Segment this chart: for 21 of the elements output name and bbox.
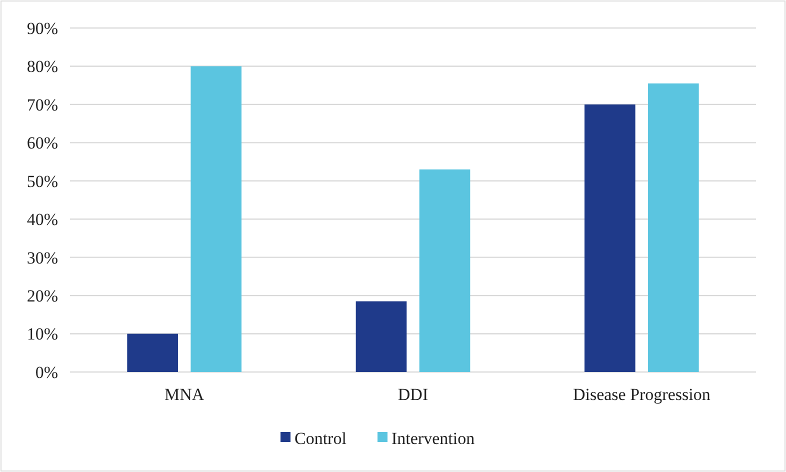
bar [127,334,178,372]
bar [190,66,242,372]
y-tick-label: 30% [26,248,58,268]
x-tick-label: MNA [164,385,205,404]
bar [648,83,699,372]
legend-label: Intervention [392,428,476,448]
legend-label: Control [294,428,347,448]
bar [356,301,407,372]
bar [584,104,636,372]
y-tick-label: 80% [26,57,58,76]
y-tick-label: 70% [26,95,58,114]
y-tick-label: 10% [26,324,58,344]
y-tick-label: 90% [26,18,58,38]
x-tick-label: DDI [398,385,428,404]
bar [419,169,470,372]
x-tick-label: Disease Progression [572,385,711,404]
y-tick-label: 20% [26,286,58,306]
y-tick-label: 50% [26,172,58,191]
y-tick-label: 60% [26,134,58,153]
y-tick-label: 40% [26,210,58,230]
y-tick-label: 0% [35,362,58,382]
